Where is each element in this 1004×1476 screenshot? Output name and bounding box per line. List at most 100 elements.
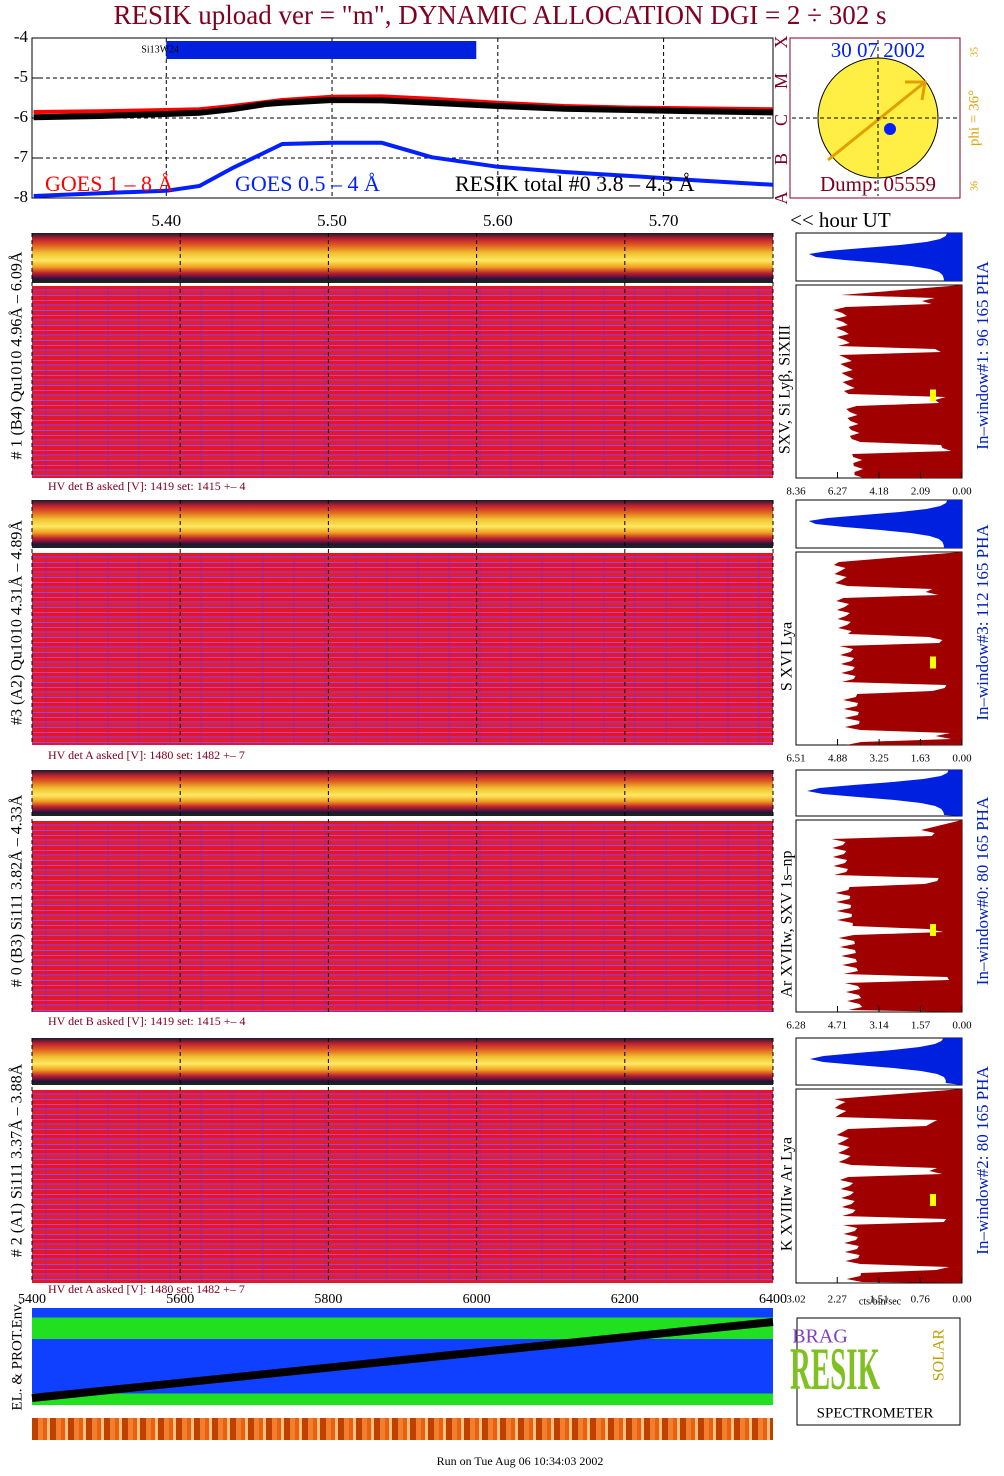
color-bar [32,1418,773,1440]
spectrogram-strip [32,500,773,548]
goes-class: X [771,36,791,49]
phi-arrow [827,80,926,162]
logo-bottom: SPECTROMETER [817,1405,934,1421]
goes-class: C [771,114,791,126]
annotation-bar [166,41,477,59]
pha-tick-label: 3.25 [870,753,890,765]
flare-position [884,123,896,135]
sun-date: 30 07 2002 [831,38,926,62]
pha-small [808,233,962,281]
pha-tick-label: 0.00 [952,1294,972,1306]
panel-label: #3 (A2) Qu1010 4.31Å – 4.89Å [8,520,26,725]
annotation-label: Si13W24 [141,44,179,55]
pha-tick-label: 0.76 [911,1294,931,1306]
window-label: In–window#2: 80 165 PHA [973,1066,992,1255]
legend-entry: GOES 0.5 – 4 Å [235,171,380,196]
pha-main [833,552,962,745]
hv-label: HV det A asked [V]: 1480 set: 1482 +– 7 [48,748,245,762]
series-line [33,140,774,198]
x-tick-label: 5.50 [317,211,347,230]
pha-small [807,770,962,816]
env-label: EL. & PROT.Env. [9,1301,25,1410]
pha-tick-label: 4.71 [828,1020,847,1032]
pha-marker [930,656,936,669]
panel-label: # 2 (A1) Si111 3.37Å – 3.88Å [8,1063,26,1257]
panel-label: # 1 (B4) Qu1010 4.96Å – 6.09Å [8,251,26,459]
dump-label: Dump: 05559 [820,172,936,196]
arrow-head [905,80,927,101]
y-tick-label: -5 [14,67,28,86]
pha-main [833,285,962,478]
spectrogram [32,286,773,478]
logo-letters: RESIK [790,1336,880,1402]
pha-tick-label: 6.51 [786,753,805,765]
x-tick-label: 6200 [611,1292,639,1307]
pha-tick-label: 6.27 [828,486,848,498]
pha-tick-label: 8.36 [786,486,806,498]
window-label: In–window#0: 80 165 PHA [973,796,992,985]
y-tick-label: -4 [14,27,29,46]
x-tick-label: 5.70 [649,211,679,230]
x-tick-label: 5400 [18,1292,46,1307]
pha-unit: cts/bin/sec [859,1296,902,1307]
pha-tick-label: 0.00 [952,753,972,765]
pha-tick-label: 0.00 [952,486,972,498]
phi-scale: 36 [969,181,980,191]
pha-tick-label: 4.88 [828,753,848,765]
window-label: In–window#3: 112 165 PHA [973,524,992,721]
spectrogram [32,1090,773,1283]
logo-frame [796,1317,961,1426]
pha-tick-label: 1.51 [869,1294,888,1306]
pha-tick-label: 4.18 [869,486,889,498]
pha-tick-label: 1.57 [911,1020,931,1032]
title: RESIK upload ver = "m", DYNAMIC ALLOCATI… [113,0,886,30]
pha-marker [930,924,936,936]
pha-marker [930,389,936,402]
goes-class: M [771,73,791,89]
y-tick-label: -6 [14,107,28,126]
line-label: S XVI Lya [779,622,796,691]
y-tick-label: -8 [14,187,28,206]
x-axis-label: << hour UT [790,208,891,232]
y-tick-label: -7 [14,147,29,166]
pha-tick-label: 3.02 [786,1294,805,1306]
x-tick-label: 5600 [166,1292,194,1307]
pha-main [834,1089,962,1283]
sun-frame [789,37,961,199]
legend-entry: RESIK total #0 3.8 – 4.3 Å [455,171,695,196]
spectrogram-strip [32,770,773,816]
logo-top: BRAG [792,1326,848,1348]
spectrogram-strip [32,233,773,283]
hv-label: HV det B asked [V]: 1419 set: 1415 +– 4 [48,479,246,493]
window-label: In–window#1: 96 165 PHA [973,261,992,450]
pha-tick-label: 3.14 [869,1020,889,1032]
pha-marker [930,1194,936,1206]
goes-class: A [771,192,791,205]
spectrogram [32,821,773,1012]
x-tick-label: 5800 [314,1292,342,1307]
x-tick-label: 5.60 [483,211,513,230]
line-label: SXV, Si Lyβ, SiXIII [777,325,794,454]
pha-tick-label: 2.27 [828,1294,848,1306]
phi-scale: 35 [969,47,980,57]
env-trace [31,1318,774,1402]
spectrogram-strip [32,1038,773,1085]
pha-small [808,500,962,548]
phi-label: phi = 36° [966,90,982,146]
hv-label: HV det A asked [V]: 1480 set: 1482 +– 7 [48,1282,245,1296]
pha-tick-label: 6.28 [786,1020,806,1032]
line-label: K XVIIIw Ar Lya [779,1137,796,1251]
logo-side: SOLAR [931,1328,948,1381]
goes-class: B [771,153,791,165]
spectrogram [32,553,773,745]
series-line [33,96,774,121]
footer: Run on Tue Aug 06 10:34:03 2002 [437,1454,604,1468]
x-tick-label: 6000 [463,1292,491,1307]
pha-main [831,820,962,1012]
hv-label: HV det B asked [V]: 1419 set: 1415 +– 4 [48,1014,246,1028]
line-label: Ar XVIIw, SXV 1s–np [779,850,796,997]
x-tick-label: 6400 [759,1292,787,1307]
pha-tick-label: 0.00 [952,1020,972,1032]
